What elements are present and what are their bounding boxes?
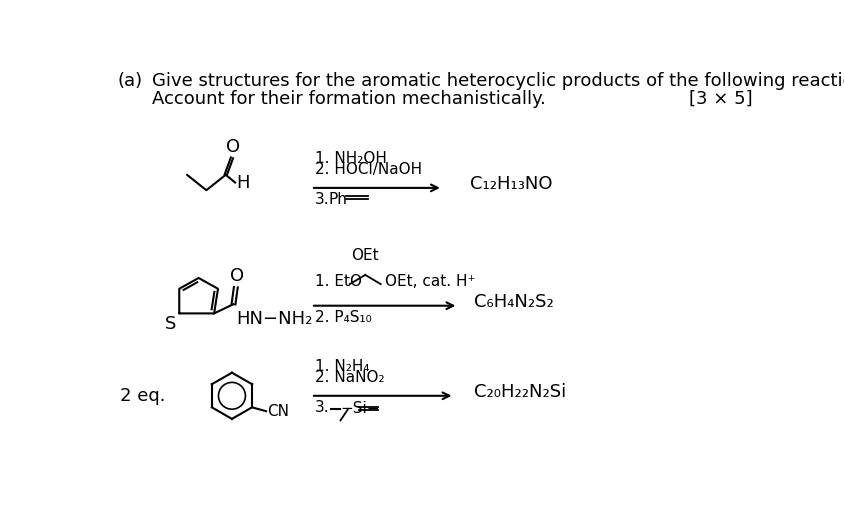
Text: C₁₂H₁₃NO: C₁₂H₁₃NO [469, 175, 552, 193]
Text: [3 × 5]: [3 × 5] [689, 90, 752, 108]
Text: 2. HOCl/NaOH: 2. HOCl/NaOH [315, 162, 421, 177]
Text: O: O [230, 267, 243, 285]
Text: Ph: Ph [327, 192, 347, 207]
Text: (a): (a) [117, 73, 142, 90]
Text: HN−NH₂: HN−NH₂ [236, 310, 312, 329]
Text: 1. EtO: 1. EtO [315, 274, 361, 289]
Text: C₆H₄N₂S₂: C₆H₄N₂S₂ [473, 293, 553, 311]
Text: −Si−: −Si− [340, 402, 380, 416]
Text: S: S [165, 315, 176, 333]
Text: Account for their formation mechanistically.: Account for their formation mechanistica… [152, 90, 545, 108]
Text: C₂₀H₂₂N₂Si: C₂₀H₂₂N₂Si [473, 383, 565, 401]
Text: Give structures for the aromatic heterocyclic products of the following reaction: Give structures for the aromatic heteroc… [152, 73, 844, 90]
Text: CN: CN [267, 404, 289, 419]
Text: O: O [226, 137, 241, 156]
Text: 2. NaNO₂: 2. NaNO₂ [315, 370, 384, 385]
Text: 3.: 3. [315, 400, 329, 415]
Text: OEt, cat. H⁺: OEt, cat. H⁺ [384, 274, 474, 289]
Text: 2 eq.: 2 eq. [120, 387, 165, 405]
Text: 1. N₂H₄: 1. N₂H₄ [315, 359, 369, 374]
Text: 2. P₄S₁₀: 2. P₄S₁₀ [315, 310, 371, 324]
Text: OEt: OEt [351, 248, 379, 263]
Text: 1. NH₂OH: 1. NH₂OH [315, 151, 387, 166]
Text: H: H [236, 173, 250, 192]
Text: 3.: 3. [315, 192, 329, 207]
